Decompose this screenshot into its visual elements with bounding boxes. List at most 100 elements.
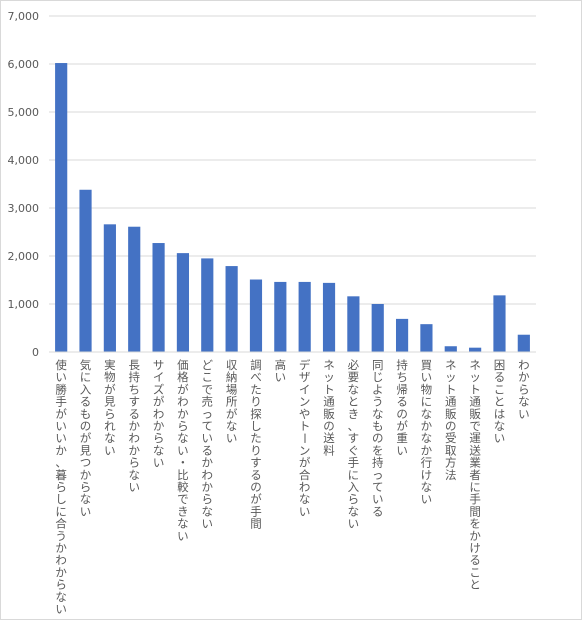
x-category-char: き (348, 407, 360, 421)
x-category-char: ・ (177, 456, 189, 470)
x-category-char: う (372, 395, 384, 409)
x-category-char: ら (80, 480, 92, 494)
x-category-char: 者 (469, 468, 481, 482)
x-category-char: も (80, 407, 92, 421)
x-category-char: 長 (128, 358, 140, 372)
x-category-char: り (250, 395, 262, 409)
x-category-char: て (202, 419, 214, 433)
x-category-char: 収 (226, 358, 238, 372)
x-category-char: 暮 (55, 468, 67, 482)
x-category-char: よ (372, 382, 384, 396)
x-category-char: こ (469, 565, 481, 579)
x-category-char: こ (202, 370, 214, 384)
x-category-char: 合 (299, 468, 311, 482)
x-category-char: イ (299, 382, 311, 396)
x-category-char: た (250, 431, 262, 445)
x-category-char: の (80, 419, 92, 433)
x-category-char: る (372, 504, 384, 518)
x-category-char: い (202, 517, 214, 531)
bar (371, 304, 384, 352)
x-category-char: な (494, 419, 506, 433)
x-category-char: け (469, 541, 481, 555)
x-category-char: わ (128, 431, 140, 445)
x-category-char: い (80, 504, 92, 518)
x-category-char: の (372, 431, 384, 445)
x-category-char: 持 (372, 456, 384, 470)
x-category-char: っ (372, 468, 384, 482)
x-category-char: 場 (226, 382, 238, 396)
x-category-char: な (348, 504, 360, 518)
bar (55, 63, 68, 352)
x-category-char: 実 (104, 358, 116, 372)
x-category-char: い (299, 504, 311, 518)
x-category-char: 物 (104, 370, 116, 384)
bar (469, 347, 482, 352)
x-category-char: い (396, 443, 408, 457)
x-category-char: て (372, 480, 384, 494)
y-tick-label: 5,000 (8, 106, 40, 119)
x-category-char: 販 (469, 407, 481, 421)
x-category-char: 合 (55, 517, 67, 531)
x-category-char: 高 (275, 358, 287, 372)
x-category-char: で (469, 419, 481, 433)
x-category-char: ン (299, 395, 311, 409)
x-category-char: か (153, 419, 165, 433)
x-category-char: 、 (348, 419, 360, 433)
y-tick-label: 2,000 (8, 250, 40, 263)
x-category-char: な (202, 504, 214, 518)
gridlines (49, 15, 536, 305)
x-category-char: 受 (445, 431, 457, 445)
x-category-char: か (55, 565, 67, 579)
x-category-char: が (299, 456, 311, 470)
x-category-char: ト (445, 382, 457, 396)
x-category-char: が (226, 407, 238, 421)
bar (249, 279, 263, 352)
x-category-char: か (421, 443, 433, 457)
x-category-char: ネ (469, 358, 481, 372)
x-category-char: 格 (177, 370, 189, 384)
y-tick-label: 4,000 (8, 154, 40, 167)
x-category-char: る (250, 468, 262, 482)
x-category-char: ら (348, 492, 360, 506)
x-category-char: な (128, 468, 140, 482)
x-category-char: が (55, 407, 67, 421)
x-category-char: な (104, 431, 116, 445)
x-category-char: し (250, 419, 262, 433)
x-axis-labels: 使い勝手がいいか、暮らしに合うかわからない気に入るものが見つからない実物が見られ… (55, 358, 530, 616)
x-category-char: ら (104, 407, 116, 421)
x-category-char: に (80, 370, 92, 384)
x-category-char: わ (202, 468, 214, 482)
x-category-char: か (202, 480, 214, 494)
x-category-char: 困 (494, 358, 506, 372)
x-category-char: が (177, 382, 189, 396)
x-category-char: が (153, 395, 165, 409)
bar (347, 296, 360, 352)
x-category-char: か (55, 541, 67, 555)
y-tick-label: 6,000 (8, 58, 40, 71)
x-category-char: 取 (445, 443, 457, 457)
x-category-char: が (250, 492, 262, 506)
x-category-char: 比 (177, 468, 189, 482)
x-category-char: 必 (348, 358, 360, 372)
x-category-char: け (421, 468, 433, 482)
x-category-char: 重 (396, 431, 408, 445)
x-category-char: ら (128, 456, 140, 470)
x-category-char: い (421, 370, 433, 384)
bar (225, 266, 238, 352)
x-category-char: 使 (55, 358, 67, 372)
bar (274, 281, 287, 352)
x-category-char: 所 (226, 395, 238, 409)
bar (201, 258, 214, 352)
x-category-char: る (128, 407, 140, 421)
